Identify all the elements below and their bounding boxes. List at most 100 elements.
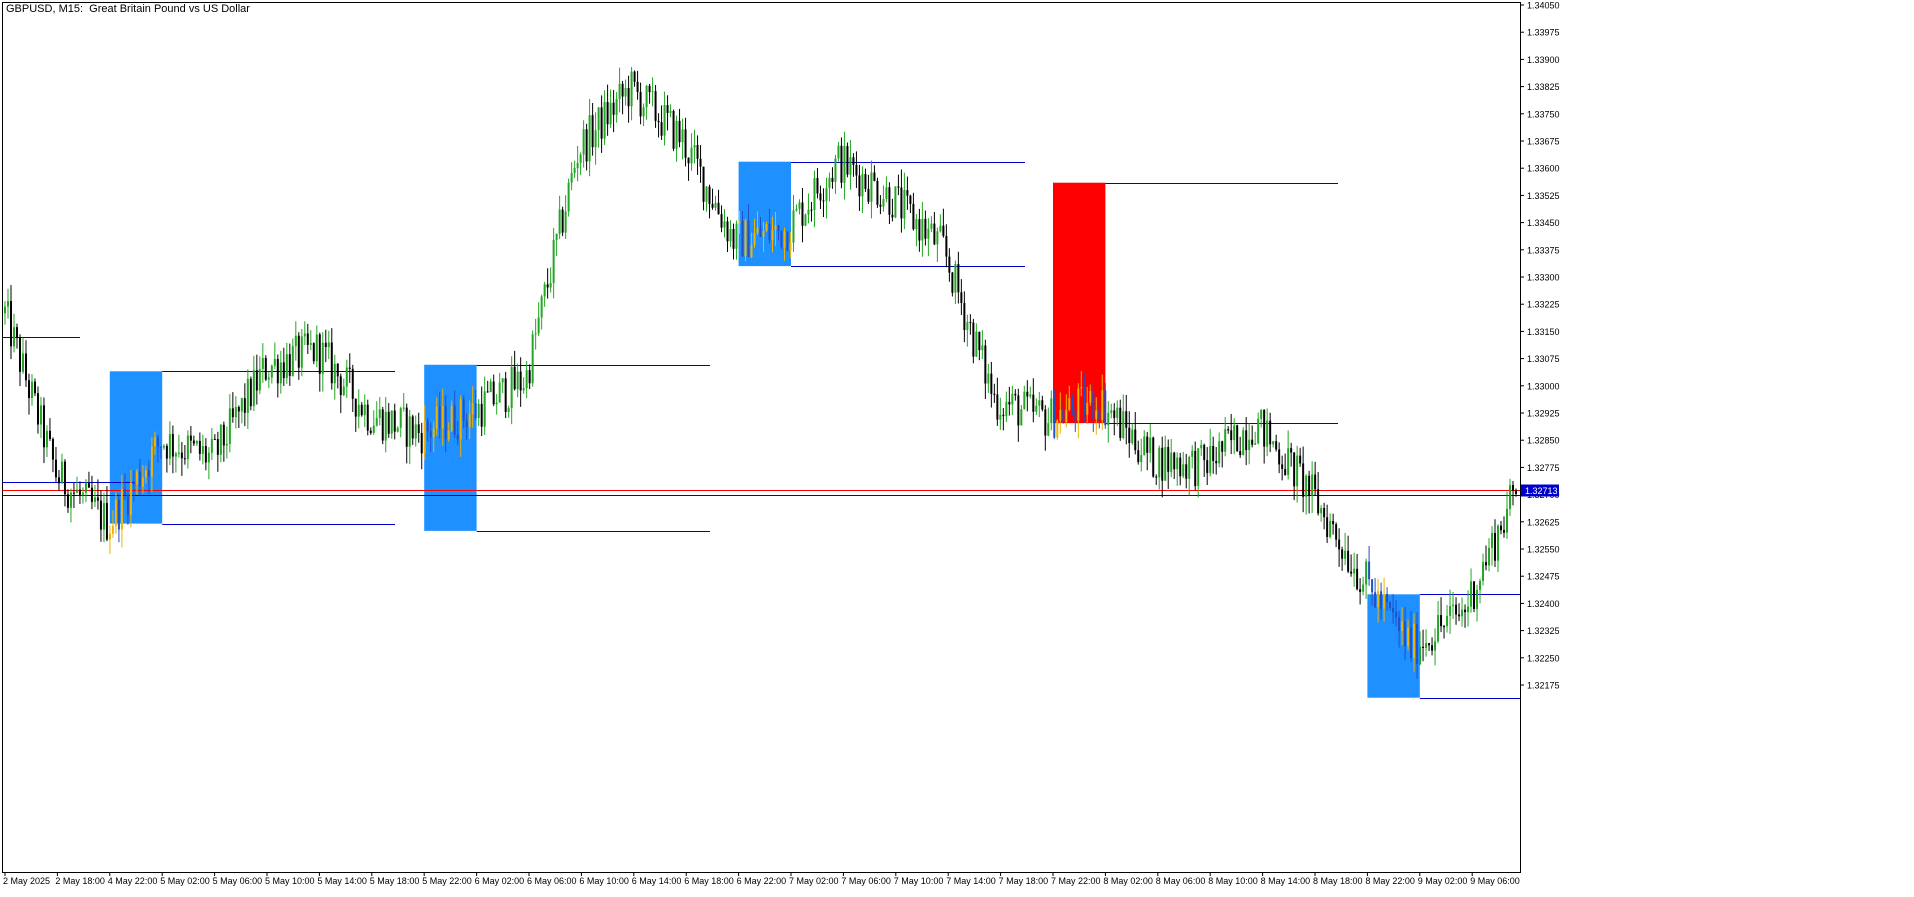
candle <box>909 194 912 214</box>
candle <box>1305 474 1308 515</box>
candle <box>597 107 600 148</box>
candle <box>117 493 120 543</box>
candle <box>534 318 537 350</box>
time-tick-label: 7 May 02:00 <box>789 876 839 886</box>
candle <box>990 361 993 408</box>
candle <box>1176 452 1179 486</box>
time-tick-label: 6 May 14:00 <box>632 876 682 886</box>
candle <box>150 437 153 492</box>
candle <box>807 193 810 224</box>
candle <box>1242 427 1245 456</box>
candle <box>657 113 660 138</box>
candle <box>183 444 186 465</box>
time-tick-label: 7 May 18:00 <box>999 876 1049 886</box>
candle <box>759 216 762 238</box>
candle <box>795 204 798 212</box>
candle <box>1503 516 1506 538</box>
candle <box>492 374 495 407</box>
candle <box>12 313 15 353</box>
candle <box>225 426 228 459</box>
candle <box>312 342 315 365</box>
candle <box>1416 612 1419 679</box>
candle <box>879 195 882 215</box>
candle <box>504 371 507 419</box>
candle <box>123 473 126 501</box>
candle <box>336 363 339 389</box>
candle <box>21 338 24 374</box>
candle <box>606 84 609 136</box>
candle <box>1260 409 1263 428</box>
candle <box>18 334 21 387</box>
zone-box-4 <box>1053 182 1106 424</box>
candle <box>1053 389 1056 440</box>
candle <box>1038 391 1041 418</box>
candle <box>90 475 93 510</box>
time-tick-label: 7 May 22:00 <box>1051 876 1101 886</box>
candle <box>819 185 822 209</box>
candle <box>1494 519 1497 568</box>
time-tick-label: 4 May 22:00 <box>108 876 158 886</box>
candle <box>321 332 324 392</box>
candle <box>579 152 582 176</box>
candle <box>99 490 102 542</box>
candle <box>9 285 12 360</box>
candle <box>723 209 726 238</box>
candle <box>1245 417 1248 466</box>
candle <box>1236 424 1239 453</box>
zone-box-2 <box>424 364 477 531</box>
candle <box>1194 441 1197 491</box>
candle <box>858 164 861 211</box>
candle <box>129 470 132 528</box>
time-tick-label: 9 May 02:00 <box>1418 876 1468 886</box>
candle <box>1467 590 1470 627</box>
candle <box>36 386 39 434</box>
candle <box>1257 412 1260 445</box>
candle <box>480 386 483 437</box>
candle <box>672 109 675 152</box>
candle <box>609 89 612 128</box>
candle <box>309 330 312 351</box>
price-tick-label: 1.32625 <box>1527 517 1560 527</box>
candle <box>1299 447 1302 467</box>
candle <box>888 182 891 225</box>
price-tick-label: 1.33900 <box>1527 55 1560 65</box>
candle <box>783 227 786 261</box>
candle <box>1326 504 1329 543</box>
candle <box>258 356 261 395</box>
candle <box>1002 408 1005 431</box>
price-tick-label: 1.33000 <box>1527 381 1560 391</box>
candle <box>1419 631 1422 666</box>
price-tick-label: 1.32325 <box>1527 626 1560 636</box>
candle <box>1188 455 1191 496</box>
candle <box>1149 424 1152 463</box>
candle <box>1143 430 1146 456</box>
candle <box>1014 389 1017 401</box>
candle <box>345 359 348 398</box>
price-tick-label: 1.33975 <box>1527 28 1560 38</box>
candle <box>1482 553 1485 586</box>
candle <box>1233 418 1236 455</box>
candle <box>1440 597 1443 633</box>
candle <box>462 395 465 429</box>
candle <box>351 364 354 412</box>
candle <box>1131 423 1134 445</box>
candle <box>726 216 729 253</box>
candle <box>141 465 144 494</box>
candle <box>765 221 768 232</box>
candle <box>381 406 384 445</box>
candle <box>390 410 393 439</box>
candle <box>987 363 990 393</box>
candle <box>45 425 48 458</box>
candle <box>1308 470 1311 514</box>
candle <box>567 178 570 217</box>
candle <box>663 91 666 146</box>
candle <box>630 66 633 121</box>
chart-title: GBPUSD, M15: Great Britain Pound vs US D… <box>6 3 250 15</box>
candle <box>132 470 135 502</box>
candle <box>267 371 270 389</box>
candle <box>789 232 792 259</box>
candle <box>1491 526 1494 566</box>
candle <box>501 378 504 394</box>
